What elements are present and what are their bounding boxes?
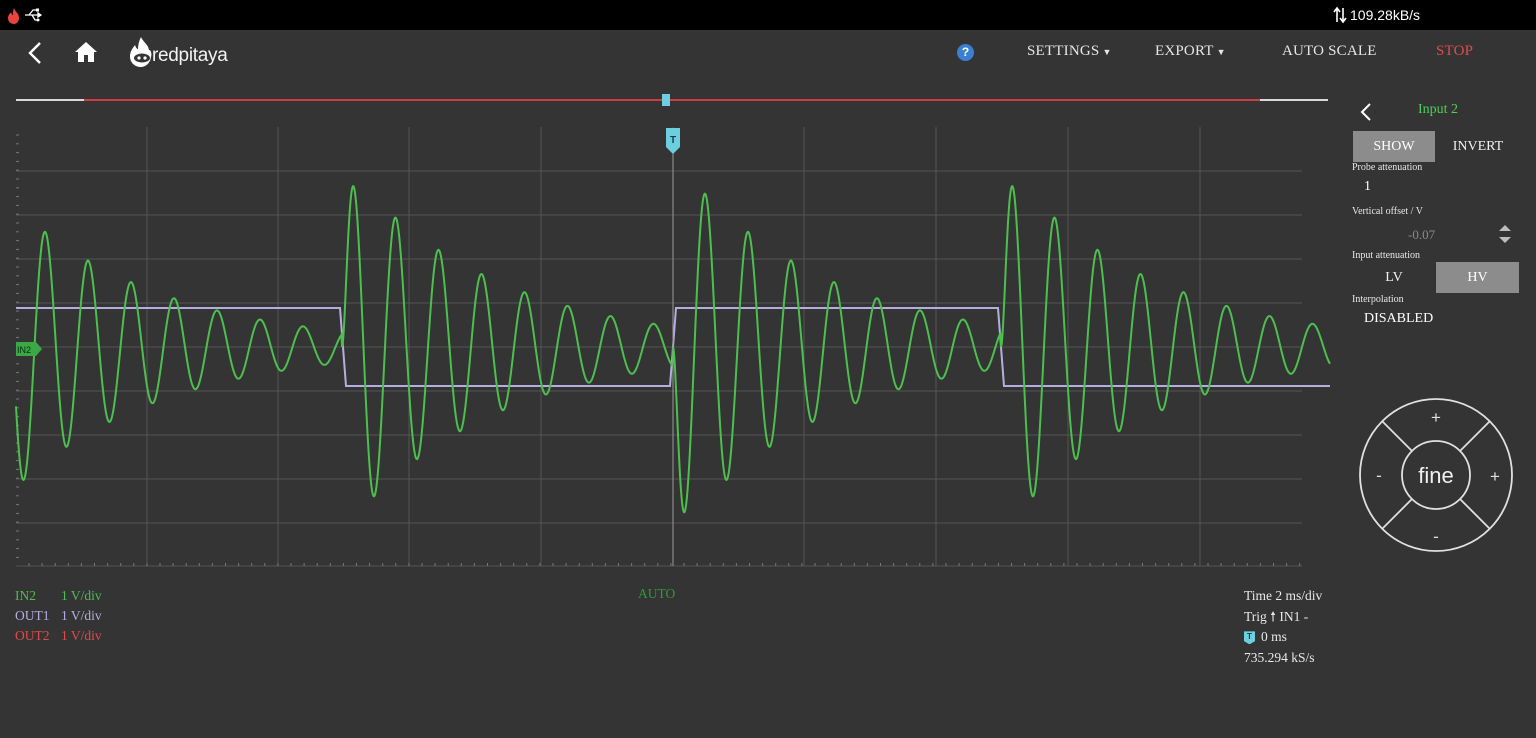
probe-attenuation-value[interactable]: 1 bbox=[1364, 179, 1371, 194]
fine-label[interactable]: fine bbox=[1418, 463, 1453, 488]
plus-right-icon: + bbox=[1490, 467, 1500, 486]
settings-label: SETTINGS bbox=[1027, 43, 1100, 59]
channel-name: OUT1 bbox=[15, 608, 50, 623]
vertical-offset-input[interactable]: -0.07 bbox=[1408, 227, 1436, 242]
out2-scale-row: OUT2 1 V/div bbox=[15, 626, 102, 646]
minus-left-icon: - bbox=[1376, 466, 1382, 485]
logo-text: redpitaya bbox=[152, 45, 228, 66]
channel-scales: IN2 1 V/div OUT1 1 V/div OUT2 1 V/div bbox=[15, 586, 102, 646]
help-button[interactable]: ? bbox=[957, 44, 974, 61]
home-icon[interactable] bbox=[74, 41, 98, 63]
channel-scale: 1 V/div bbox=[61, 608, 102, 623]
minus-down-icon: - bbox=[1433, 527, 1439, 546]
out1-scale-row: OUT1 1 V/div bbox=[15, 606, 102, 626]
in2-scale-row: IN2 1 V/div bbox=[15, 586, 102, 606]
time-label: Time bbox=[1244, 588, 1273, 603]
chevron-down-icon: ▼ bbox=[1102, 46, 1112, 57]
app-flame-icon bbox=[8, 8, 19, 24]
rising-edge-icon: 🠕 bbox=[1270, 608, 1276, 624]
channel-scale: 1 V/div bbox=[61, 588, 102, 603]
vertical-offset-label: Vertical offset / V bbox=[1352, 206, 1424, 217]
panel-back-icon[interactable] bbox=[1360, 103, 1372, 121]
time-scale: 2 ms/div bbox=[1275, 588, 1323, 603]
trigger-mode: AUTO bbox=[638, 586, 676, 601]
export-menu[interactable]: EXPORT ▼ bbox=[1155, 43, 1226, 60]
export-label: EXPORT bbox=[1155, 43, 1214, 59]
offset-stepper-icon[interactable] bbox=[1498, 223, 1512, 245]
in2-marker-label: IN2 bbox=[17, 345, 31, 355]
usb-icon bbox=[25, 8, 43, 22]
acquisition-info: Time 2 ms/div Trig 🠕 IN1 - T 0 ms 735.294… bbox=[1244, 586, 1322, 668]
invert-button[interactable]: INVERT bbox=[1452, 139, 1504, 154]
transfer-rate: 109.28kB/s bbox=[1350, 7, 1421, 23]
status-bar: 109.28kB/s bbox=[0, 0, 1536, 30]
oscilloscope-display[interactable]: T IN2 bbox=[0, 85, 1340, 580]
lv-button[interactable]: LV bbox=[1385, 270, 1403, 285]
transfer-arrows-icon bbox=[1333, 6, 1347, 24]
trig-label: Trig bbox=[1244, 608, 1267, 624]
toolbar: redpitaya ? SETTINGS ▼ EXPORT ▼ AUTO SCALE… bbox=[0, 30, 1536, 85]
interpolation-value[interactable]: DISABLED bbox=[1364, 311, 1434, 326]
trig-source: IN1 - bbox=[1279, 608, 1309, 624]
channel-name: IN2 bbox=[15, 588, 36, 603]
back-icon[interactable] bbox=[27, 41, 43, 65]
buffer-position-handle[interactable] bbox=[662, 94, 670, 106]
trig-offset: 0 ms bbox=[1261, 629, 1287, 644]
plus-up-icon: + bbox=[1431, 408, 1441, 427]
interpolation-label: Interpolation bbox=[1352, 294, 1404, 305]
scope-grid bbox=[16, 127, 1302, 567]
auto-scale-button[interactable]: AUTO SCALE bbox=[1282, 43, 1377, 59]
show-button[interactable]: SHOW bbox=[1353, 131, 1435, 162]
input-attenuation-label: Input attenuation bbox=[1352, 250, 1421, 261]
channel-scale: 1 V/div bbox=[61, 628, 102, 643]
fine-adjust-dpad: + - - + fine bbox=[1359, 398, 1513, 552]
stop-button[interactable]: STOP bbox=[1436, 43, 1474, 59]
trigger-badge-icon: T bbox=[1244, 631, 1255, 645]
hv-button[interactable]: HV bbox=[1436, 262, 1519, 293]
redpitaya-logo-icon bbox=[130, 37, 152, 67]
settings-menu[interactable]: SETTINGS ▼ bbox=[1027, 43, 1112, 60]
chevron-down-icon: ▼ bbox=[1216, 46, 1226, 57]
in2-offset-marker[interactable]: IN2 bbox=[16, 342, 42, 356]
panel-title: Input 2 bbox=[1418, 102, 1459, 117]
trigger-marker-label: T bbox=[670, 135, 676, 146]
trigger-marker[interactable]: T bbox=[666, 128, 680, 154]
channel-name: OUT2 bbox=[15, 628, 50, 643]
probe-attenuation-label: Probe attenuation bbox=[1352, 162, 1423, 173]
sample-rate: 735.294 kS/s bbox=[1244, 649, 1315, 665]
